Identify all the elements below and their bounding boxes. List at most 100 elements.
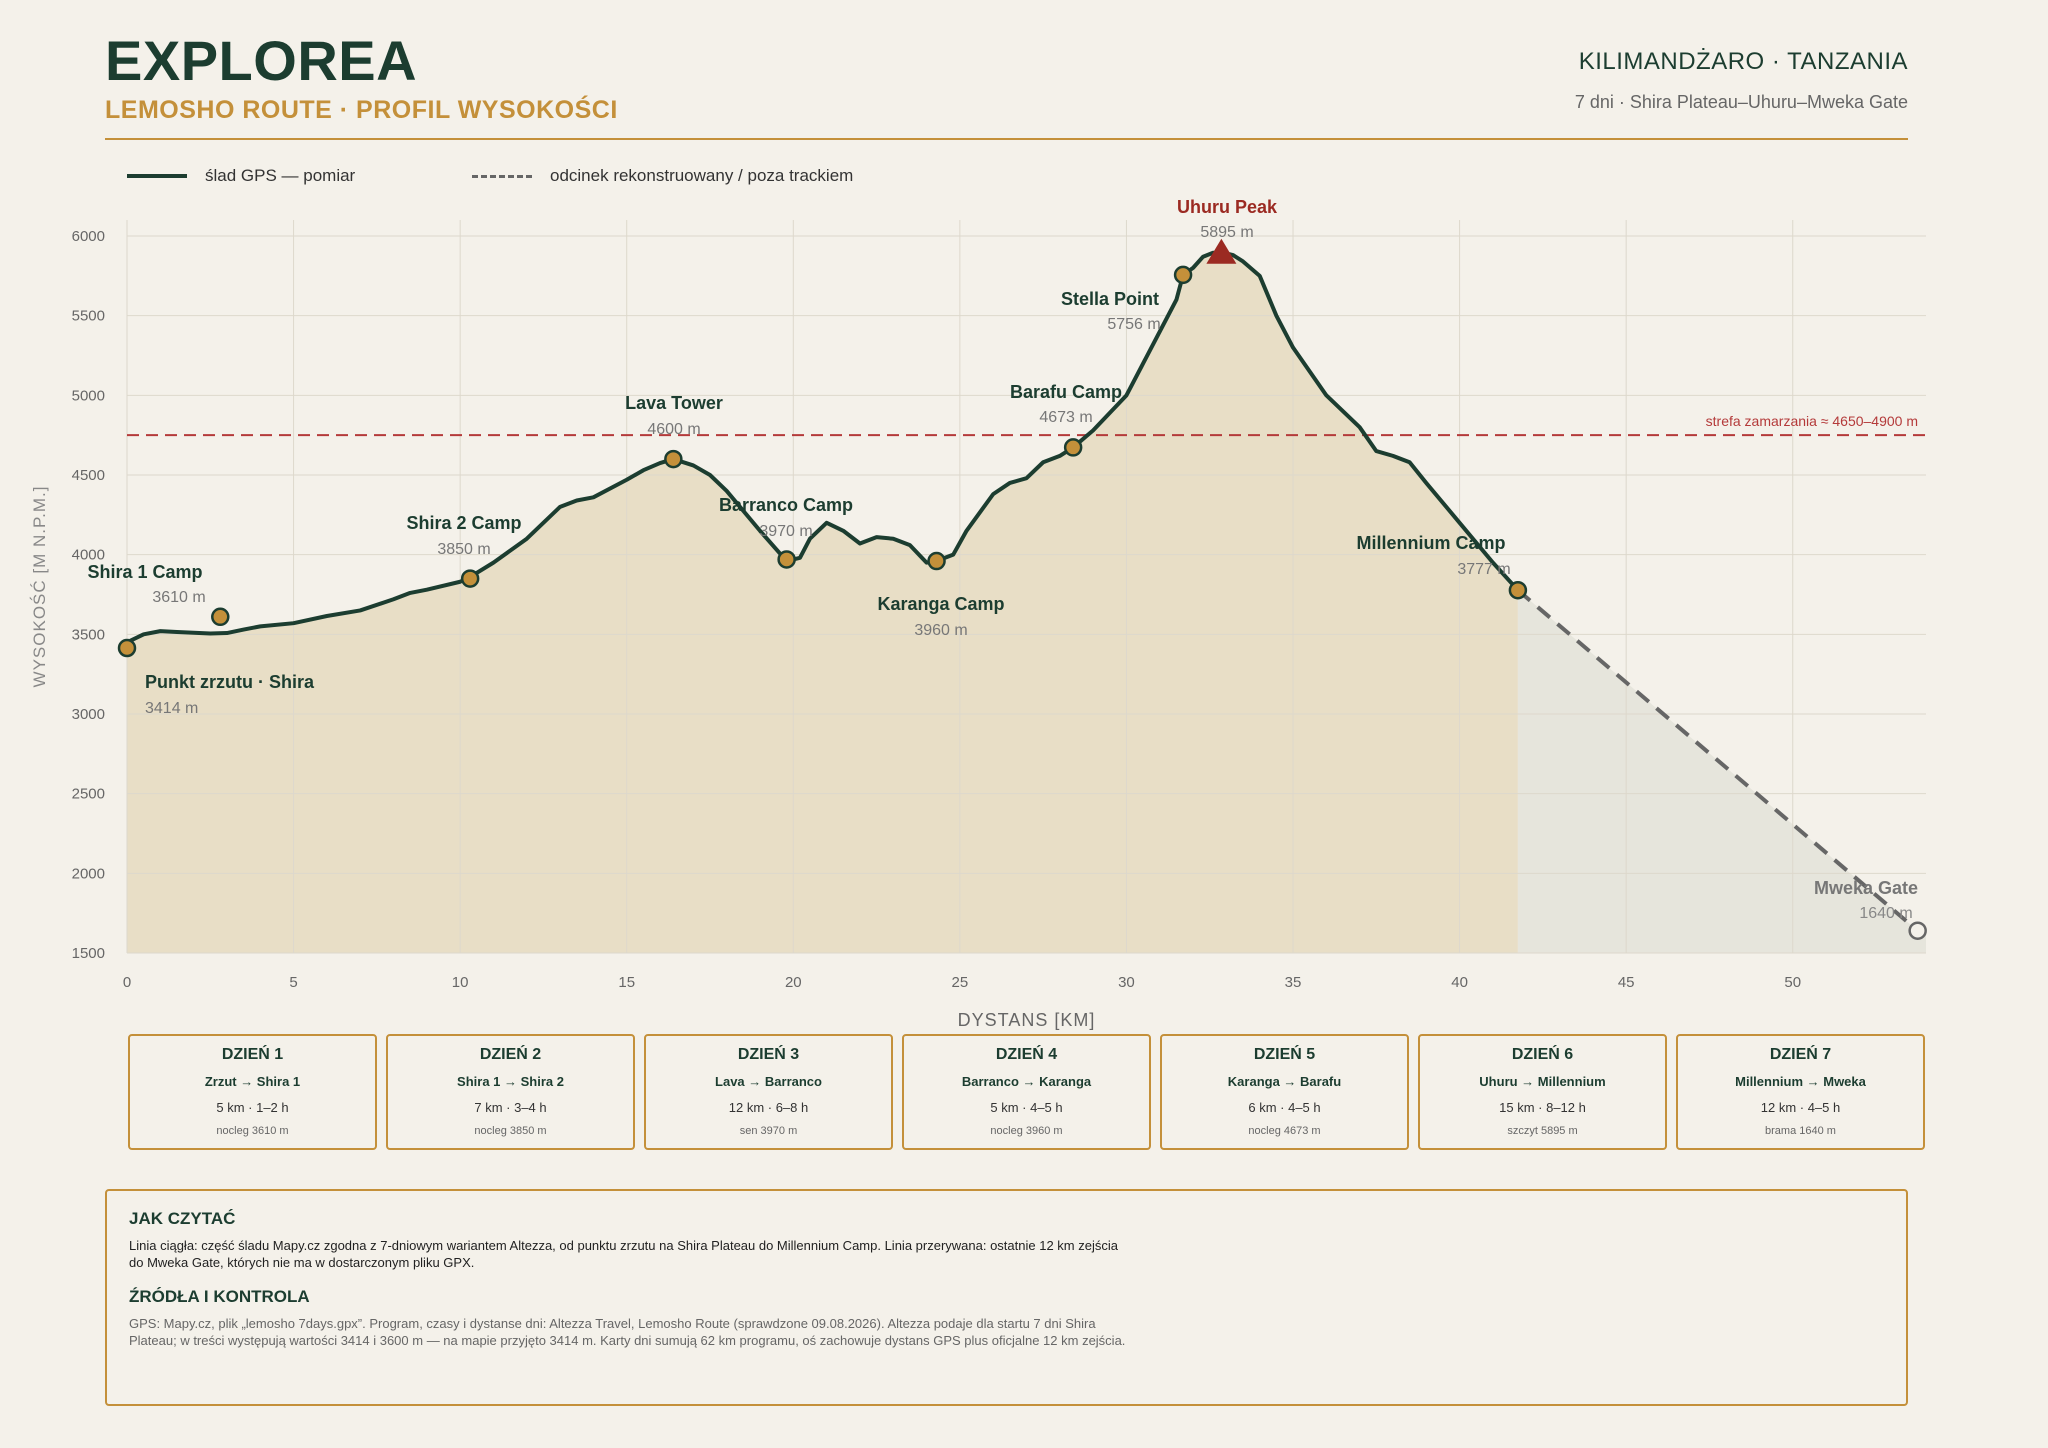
waypoint-marker <box>1908 921 1927 940</box>
legend-item-reconstructed: odcinek rekonstruowany / poza trackiem <box>472 166 853 186</box>
waypoint-marker <box>117 638 137 658</box>
trip-summary: 7 dni · Shira Plateau–Uhuru–Mweka Gate <box>1574 92 1908 112</box>
y-tick-label: 5500 <box>72 308 105 325</box>
x-tick-label: 50 <box>1784 974 1801 991</box>
x-tick-label: 40 <box>1451 974 1468 991</box>
x-tick-label: 45 <box>1618 974 1635 991</box>
waypoint-marker <box>927 551 946 571</box>
waypoint-name: Uhuru Peak <box>1177 197 1278 217</box>
page-subtitle: LEMOSHO ROUTE · PROFIL WYSOKOŚCI <box>105 96 618 124</box>
waypoint-elevation: 4600 m <box>647 421 700 438</box>
waypoint-marker <box>1508 580 1528 600</box>
legend-label-reconstructed: odcinek rekonstruowany / poza trackiem <box>550 166 854 185</box>
elevation-chart: 1500200025003000350040004500500055006000… <box>30 197 1927 1030</box>
summit-triangle-icon <box>1206 238 1237 264</box>
day-stats: 12 km · 6–8 h <box>728 1100 809 1115</box>
waypoint-elevation: 4673 m <box>1039 409 1092 426</box>
y-tick-label: 5000 <box>72 387 105 404</box>
waypoint-name: Karanga Camp <box>877 594 1004 614</box>
day-route: Millennium → Mweka <box>1735 1074 1866 1089</box>
waypoint-name: Barranco Camp <box>719 495 853 515</box>
x-tick-label: 30 <box>1118 974 1135 991</box>
day-route: Shira 1 → Shira 2 <box>457 1074 564 1089</box>
day-route: Barranco → Karanga <box>961 1074 1092 1089</box>
day-stats: 7 km · 3–4 h <box>474 1100 547 1115</box>
day-route: Uhuru → Millennium <box>1479 1074 1606 1089</box>
day-title: DZIEŃ 5 <box>1253 1046 1316 1063</box>
x-tick-label: 15 <box>618 974 635 991</box>
day-stats: 6 km · 4–5 h <box>1248 1100 1321 1115</box>
x-tick-label: 35 <box>1285 974 1302 991</box>
y-tick-label: 3500 <box>72 626 105 643</box>
day-note: sen 3970 m <box>739 1125 798 1137</box>
day-note: nocleg 3850 m <box>474 1125 547 1137</box>
waypoint-marker <box>1063 438 1083 457</box>
day-note: nocleg 3960 m <box>990 1125 1063 1137</box>
day-card: DZIEŃ 7 Millennium → Mweka 12 km · 4–5 h br… <box>1676 1034 1925 1150</box>
legend-solid-line-icon <box>127 174 187 178</box>
y-tick-label: 3000 <box>72 706 105 723</box>
sources-title: ŹRÓDŁA I KONTROLA <box>129 1287 310 1306</box>
day-route: Lava → Barranco <box>715 1074 822 1089</box>
waypoint-elevation: 3850 m <box>437 541 490 558</box>
day-title: DZIEŃ 6 <box>1511 1046 1574 1063</box>
waypoint-name: Stella Point <box>1061 289 1159 309</box>
y-tick-label: 4500 <box>72 467 105 484</box>
waypoint-marker <box>1173 265 1193 285</box>
legend-item-measured: ślad GPS — pomiar <box>127 166 355 186</box>
waypoint-elevation: 3960 m <box>914 622 967 639</box>
day-card: DZIEŃ 6 Uhuru → Millennium 15 km · 8–12 h s… <box>1418 1034 1667 1150</box>
waypoint-elevation: 3610 m <box>152 589 205 606</box>
howto-title: JAK CZYTAĆ <box>129 1209 236 1228</box>
x-tick-label: 10 <box>452 974 469 991</box>
y-tick-label: 1500 <box>72 945 105 962</box>
x-tick-label: 0 <box>123 974 131 991</box>
reconstructed-area-fill <box>1517 590 1926 953</box>
day-note: nocleg 3610 m <box>216 1125 289 1137</box>
day-card: DZIEŃ 5 Karanga → Barafu 6 km · 4–5 h nocle… <box>1160 1034 1409 1150</box>
waypoint-name: Shira 2 Camp <box>406 513 521 533</box>
waypoint-elevation: 3777 m <box>1457 561 1510 578</box>
waypoint-elevation: 5756 m <box>1107 316 1160 333</box>
notes-panel: JAK CZYTAĆ Linia ciągła: część śladu Map… <box>105 1189 1908 1406</box>
day-route: Zrzut → Shira 1 <box>204 1074 301 1089</box>
y-tick-label: 6000 <box>72 228 105 245</box>
day-card: DZIEŃ 3 Lava → Barranco 12 km · 6–8 h sen 3… <box>644 1034 893 1150</box>
day-card: DZIEŃ 2 Shira 1 → Shira 2 7 km · 3–4 h nocl… <box>386 1034 635 1150</box>
x-tick-label: 25 <box>952 974 969 991</box>
day-title: DZIEŃ 1 <box>221 1046 284 1063</box>
day-stats: 5 km · 1–2 h <box>216 1100 289 1115</box>
day-title: DZIEŃ 4 <box>995 1046 1058 1063</box>
region-label: KILIMANDŻARO · TANZANIA <box>1578 48 1908 75</box>
reconstructed-track-line <box>1516 588 1919 933</box>
day-note: brama 1640 m <box>1765 1125 1836 1137</box>
day-note: nocleg 4673 m <box>1248 1125 1321 1137</box>
freezing-zone-label: strefa zamarzania ≈ 4650–4900 m <box>1706 413 1918 429</box>
waypoint-elevation: 5895 m <box>1200 224 1253 241</box>
y-tick-label: 2000 <box>72 865 105 882</box>
waypoint-marker <box>664 449 683 469</box>
x-axis-label: DYSTANS [KM] <box>958 1010 1096 1030</box>
legend-label-measured: ślad GPS — pomiar <box>205 166 356 185</box>
gps-track-line <box>126 250 1520 645</box>
day-note: szczyt 5895 m <box>1507 1125 1578 1137</box>
day-title: DZIEŃ 2 <box>479 1046 542 1063</box>
waypoint-name: Barafu Camp <box>1010 382 1122 402</box>
header-divider <box>105 138 1908 140</box>
waypoint-marker <box>777 550 796 569</box>
waypoint-name: Shira 1 Camp <box>87 562 202 582</box>
waypoint-name: Millennium Camp <box>1356 533 1505 553</box>
waypoint-name: Punkt zrzutu · Shira <box>145 672 315 692</box>
day-card: DZIEŃ 4 Barranco → Karanga 5 km · 4–5 h noc… <box>902 1034 1151 1150</box>
day-title: DZIEŃ 3 <box>737 1046 800 1063</box>
sources-text: GPS: Mapy.cz, plik „lemosho 7days.gpx”. … <box>129 1316 1126 1348</box>
day-title: DZIEŃ 7 <box>1769 1046 1832 1063</box>
waypoint-name: Lava Tower <box>625 393 723 413</box>
brand-title: EXPLOREA <box>105 29 418 92</box>
day-stats: 12 km · 4–5 h <box>1760 1100 1841 1115</box>
x-tick-label: 20 <box>785 974 802 991</box>
legend-dashed-line-icon <box>472 174 532 178</box>
day-route: Karanga → Barafu <box>1227 1074 1342 1089</box>
measured-area-fill <box>127 252 1518 954</box>
day-stats: 5 km · 4–5 h <box>990 1100 1063 1115</box>
